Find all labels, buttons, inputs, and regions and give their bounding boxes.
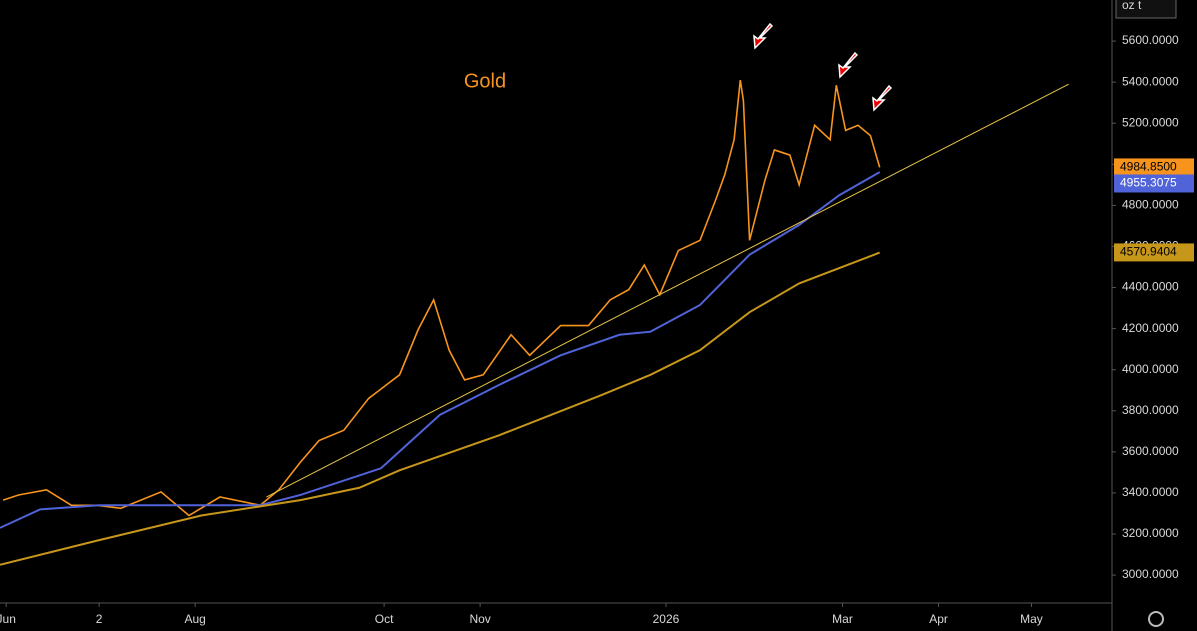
x-tick-label: Jun (0, 612, 16, 626)
y-tick-label: 4800.0000 (1122, 198, 1179, 212)
y-tick-label: 4000.0000 (1122, 362, 1179, 376)
settings-icon[interactable] (1148, 611, 1164, 627)
line (0, 171, 881, 529)
line (2, 79, 881, 517)
x-tick-label: May (1020, 612, 1043, 626)
y-tick-label: 4200.0000 (1122, 321, 1179, 335)
y-tick-label: 3000.0000 (1122, 567, 1179, 581)
y-tick-label: 5400.0000 (1122, 74, 1179, 88)
last-value-box (1114, 158, 1194, 177)
x-tick-label: Nov (469, 612, 490, 626)
arrow (872, 84, 893, 112)
y-tick-label: 3400.0000 (1122, 485, 1179, 499)
x-tick-label: Apr (929, 612, 948, 626)
arrow (753, 22, 774, 50)
line (0, 251, 881, 566)
y-tick-label: 4400.0000 (1122, 280, 1179, 294)
x-tick-label: Oct (375, 612, 394, 626)
last-value-label: 4984.8500 (1120, 160, 1177, 174)
line (266, 83, 1069, 498)
x-tick-label: Aug (184, 612, 205, 626)
x-tick-label: 2 (96, 612, 103, 626)
y-tick-label: 5600.0000 (1122, 33, 1179, 47)
y-tick-label: 3800.0000 (1122, 403, 1179, 417)
last-value-box (1114, 243, 1194, 262)
settings-icon[interactable] (1148, 611, 1164, 627)
unit-box[interactable] (1115, 0, 1177, 19)
unit-label: oz t (1122, 0, 1142, 12)
x-tick-label: Mar (832, 612, 853, 626)
x-tick-label: 2026 (653, 612, 680, 626)
y-tick-label: 5200.0000 (1122, 115, 1179, 129)
last-value-label: 4570.9404 (1120, 245, 1177, 259)
last-value-box (1114, 174, 1194, 193)
arrow (838, 51, 859, 79)
y-tick-label: 3600.0000 (1122, 444, 1179, 458)
annotation: Gold (464, 70, 506, 92)
last-value-label: 4955.3075 (1120, 176, 1177, 190)
arrows (753, 22, 893, 112)
y-tick-label: 3200.0000 (1122, 526, 1179, 540)
